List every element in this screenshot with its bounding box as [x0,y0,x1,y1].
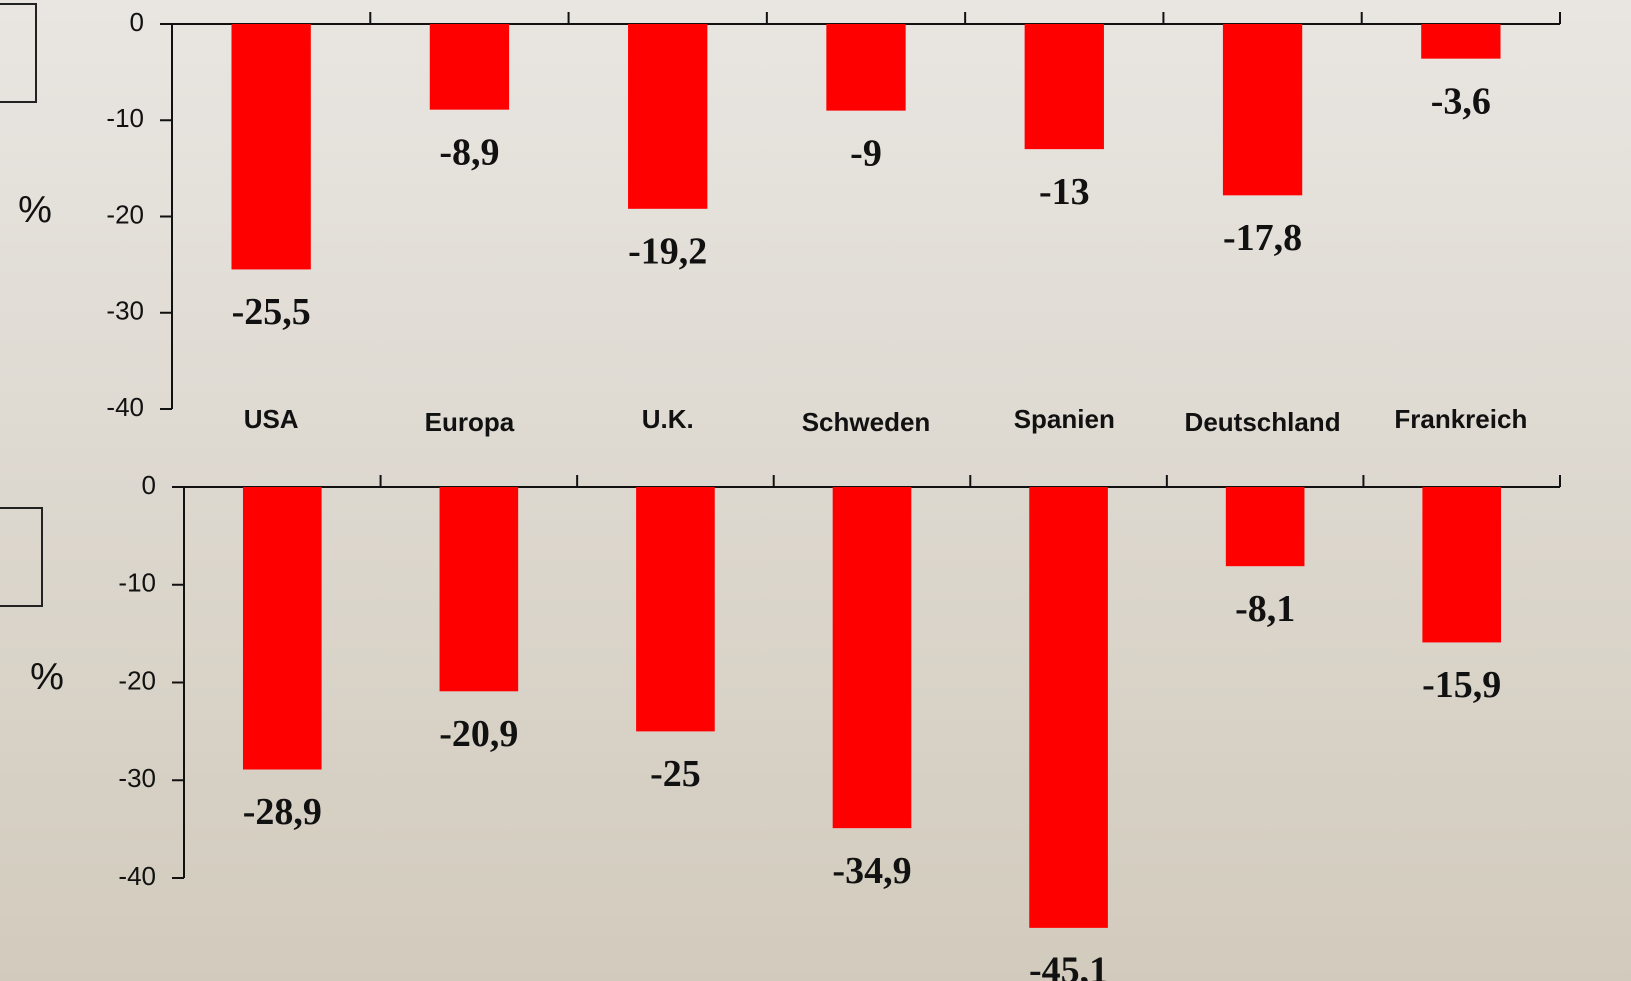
value-label: -25 [650,753,701,795]
value-label: -15,9 [1422,664,1501,706]
frame [0,3,37,103]
y-tick-label: -20 [106,199,144,229]
x-tick-label: Frankreich [1394,404,1527,434]
value-label: -34,9 [832,850,911,892]
value-label: -3,6 [1431,80,1491,122]
value-label: -13 [1039,171,1090,213]
y-axis-label: % [18,189,52,231]
bar [1422,487,1502,643]
x-tick-label: Deutschland [1185,407,1341,437]
bar [231,24,311,270]
y-tick-label: -10 [118,568,156,598]
value-label: -9 [850,132,882,174]
value-label: -19,2 [628,231,707,273]
y-tick-label: 0 [142,470,156,500]
bar [1024,24,1104,150]
value-label: -8,9 [439,131,499,173]
x-tick-label: Schweden [802,407,931,437]
bar [1225,487,1305,567]
y-tick-label: -20 [118,665,156,695]
bar [1421,24,1501,59]
bar [628,24,708,209]
bar [242,487,322,770]
x-tick-label: USA [244,404,299,434]
x-tick-label: U.K. [642,404,694,434]
y-tick-label: -30 [118,763,156,793]
bar [826,24,906,111]
value-label: -20,9 [439,713,518,755]
y-axis-label: % [30,656,64,698]
x-tick-label: Spanien [1014,404,1115,434]
y-tick-label: -30 [106,296,144,326]
bar [439,487,519,692]
bar [429,24,510,110]
bar [832,487,912,829]
y-tick-label: -40 [106,392,144,422]
y-tick-label: -10 [106,103,144,133]
y-tick-label: 0 [130,7,144,37]
y-tick-label: -40 [118,861,156,891]
x-tick-label: Europa [425,407,515,437]
value-label: -28,9 [243,791,322,833]
bar [1222,24,1303,196]
bar [636,487,715,732]
bar [1029,487,1108,928]
value-label: -17,8 [1223,217,1302,259]
value-label: -45,1 [1029,950,1108,981]
value-label: -25,5 [232,291,311,333]
value-label: -8,1 [1235,588,1295,630]
frame [0,507,43,607]
